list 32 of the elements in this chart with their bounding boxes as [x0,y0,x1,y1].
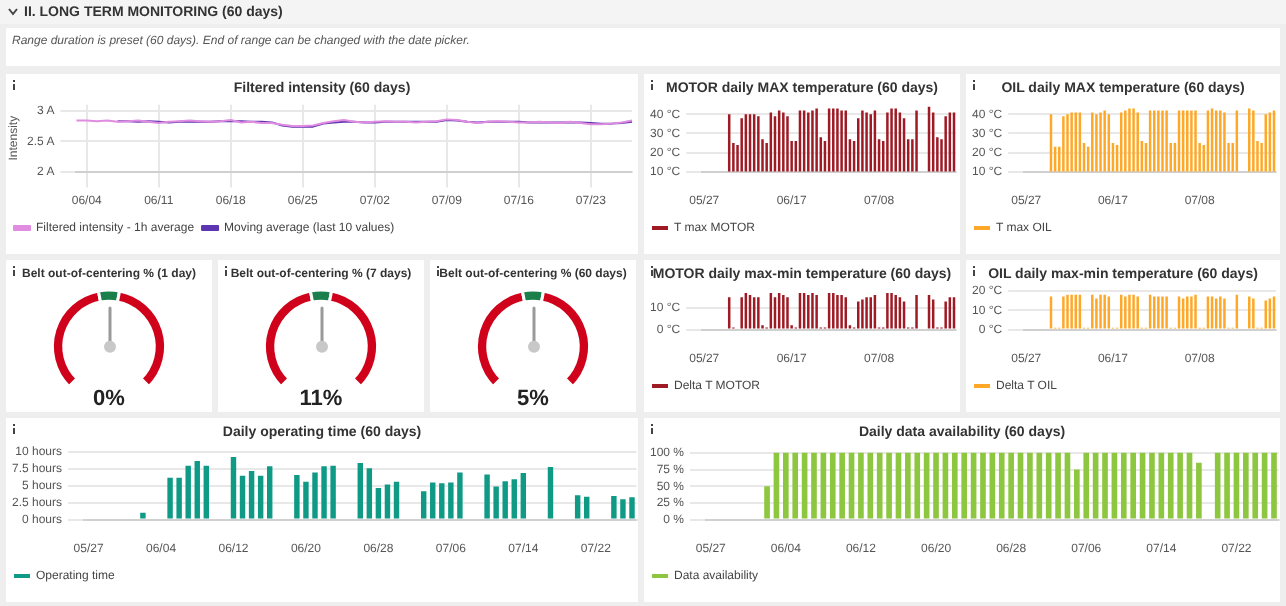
bar [764,486,770,519]
bar [248,471,255,519]
bar [980,452,986,519]
bar [1196,462,1202,519]
bar [257,475,264,519]
bar [366,468,373,519]
text: 5% [517,387,550,412]
bar [1224,452,1230,519]
bar [547,467,554,519]
bar [230,456,237,519]
bar [203,465,210,519]
bar [393,481,400,519]
bar [357,462,363,519]
bar [239,475,246,519]
bar [194,460,200,519]
bar [266,466,273,519]
bar [511,479,517,519]
bar [1102,452,1108,519]
bar [933,452,939,519]
bar [811,452,817,519]
bar [1271,452,1277,519]
bar [574,495,581,519]
bar [584,496,590,519]
bar [140,512,146,519]
text: 0% [93,387,126,412]
text: 11% [299,387,343,412]
bar [1149,452,1155,519]
bar [520,473,527,519]
bar [430,482,436,519]
bar [384,484,391,519]
bar [375,487,382,519]
bar [420,491,427,519]
